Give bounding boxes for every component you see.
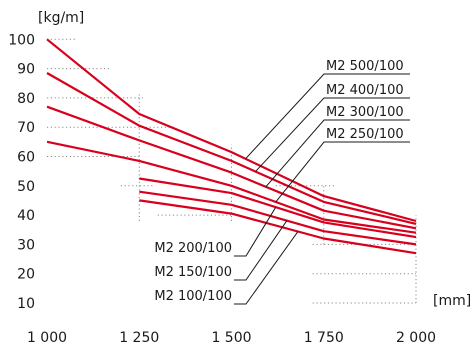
x-unit-label: [mm]: [433, 293, 471, 309]
series-label: M2 150/100: [154, 265, 232, 280]
series-label: M2 250/100: [326, 127, 404, 142]
y-tick-label: 10: [17, 296, 35, 312]
leader-line: [234, 220, 288, 281]
x-tick-labels: 1 000 1 250 1 500 1 750 2 000: [27, 330, 436, 346]
leader-line: [265, 119, 410, 188]
leader-line: [234, 206, 277, 257]
y-tick-label: 60: [17, 150, 35, 166]
series-label: M2 500/100: [326, 59, 404, 74]
y-tick-label: 80: [17, 91, 35, 107]
series-lines: [46, 38, 417, 255]
x-tick-label: 1 500: [211, 330, 251, 346]
series-line: [46, 140, 417, 234]
leader-line: [245, 73, 410, 160]
leader-line: [234, 231, 299, 305]
series-line: [46, 38, 417, 223]
y-tick-label: 50: [17, 179, 35, 195]
x-tick-label: 1 250: [119, 330, 159, 346]
x-tick-label: 1 750: [304, 330, 344, 346]
y-tick-label: 70: [17, 120, 35, 136]
series-line: [139, 177, 417, 239]
reference-grid: [47, 38, 417, 304]
series-labels: M2 500/100 M2 400/100 M2 300/100 M2 250/100…: [154, 59, 403, 304]
y-tick-label: 100: [8, 32, 35, 48]
y-tick-label: 40: [17, 208, 35, 224]
y-tick-labels: 10 20 30 40 50 60 70 80 90 100: [8, 32, 35, 312]
series-line: [139, 199, 417, 255]
y-unit-label: [kg/m]: [38, 10, 84, 26]
y-tick-label: 20: [17, 267, 35, 283]
series-label: M2 400/100: [326, 83, 404, 98]
y-tick-label: 30: [17, 237, 35, 253]
x-tick-label: 1 000: [27, 330, 67, 346]
leader-line: [275, 141, 410, 203]
y-tick-label: 90: [17, 62, 35, 78]
leader-line: [255, 97, 410, 172]
series-label: M2 300/100: [326, 105, 404, 120]
label-leaders: [234, 73, 410, 305]
series-label: M2 200/100: [154, 241, 232, 256]
x-tick-label: 2 000: [396, 330, 436, 346]
series-line: [46, 105, 417, 230]
series-line: [139, 190, 417, 246]
series-label: M2 100/100: [154, 289, 232, 304]
series-line: [46, 72, 417, 225]
